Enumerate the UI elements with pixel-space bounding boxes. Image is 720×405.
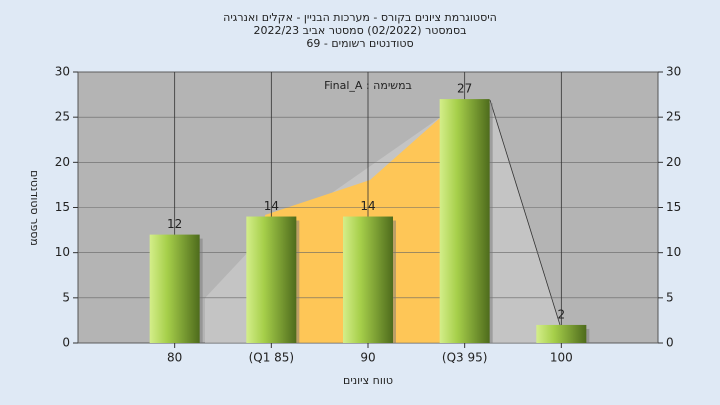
x-tick-label: (Q3 95) [442,351,488,365]
y-tick-label: 10 [55,245,70,259]
y2-tick-label: 20 [666,155,681,169]
bar [343,216,393,343]
value-label: 14 [264,199,279,213]
bar [439,99,490,343]
y-tick-label: 0 [62,336,70,350]
value-label: 27 [457,82,472,96]
y2-tick-label: 10 [666,245,681,259]
y2-tick-label: 5 [666,290,674,304]
x-axis-label: טווח ציונים [343,374,393,387]
y-tick-label: 25 [55,110,70,124]
y2-tick-label: 15 [666,200,681,214]
x-tick-label: 100 [550,351,573,365]
bar [246,216,297,343]
annotation: Final_A : במשימה [324,79,412,92]
bar [536,324,587,343]
y-tick-label: 5 [62,290,70,304]
chart-subtitle: בסמסטר (02/2022) סמסטר אביב 2022/23 [253,24,466,37]
bar [149,234,200,343]
x-tick-label: 80 [167,351,182,365]
y-tick-label: 20 [55,155,70,169]
x-tick-label: (Q1 85) [249,351,295,365]
y-tick-label: 15 [55,200,70,214]
trend-line [489,99,561,326]
value-label: 14 [360,199,375,213]
y2-tick-label: 30 [666,65,681,79]
value-label: 2 [558,307,566,321]
chart-title: היסטוגרמת ציונים בקורס - מערכות הבניין -… [223,11,497,24]
y2-tick-label: 0 [666,336,674,350]
value-label: 12 [167,217,182,231]
y-tick-label: 30 [55,65,70,79]
x-tick-label: 90 [360,351,375,365]
chart-subtitle: סטודנטים רשומים - 69 [306,37,413,50]
y-axis-label: מספר סטודנטים [28,170,41,246]
y2-tick-label: 25 [666,110,681,124]
